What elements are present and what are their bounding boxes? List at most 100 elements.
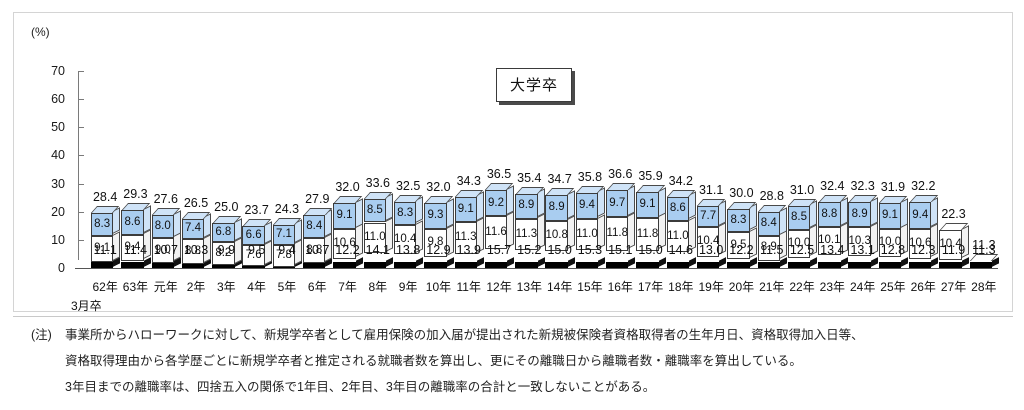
bar-segment-y2[interactable]: 8.8 (181, 239, 205, 265)
bar-group[interactable]: 10.0 8.5 (787, 13, 818, 313)
bar-segment-y1[interactable] (818, 262, 841, 268)
bar-group[interactable]: 10.1 8.8 (818, 13, 848, 313)
bar-group[interactable]: 8.8 7.4 (181, 13, 212, 313)
bar-segment-y1[interactable] (575, 262, 599, 268)
bar-segment-y1[interactable] (90, 262, 114, 268)
bar-segment-y3[interactable]: 7.7 (696, 205, 720, 228)
bar-segment-y1[interactable] (939, 262, 962, 268)
bar-group[interactable]: 9.5 8.3 (727, 13, 757, 313)
bar-segment-y1[interactable] (606, 262, 629, 268)
bar-group[interactable]: 11.8 9.7 (606, 13, 636, 313)
bar-group[interactable]: 8.9 8.4 (757, 13, 787, 313)
bar-segment-y2[interactable]: 7.6 (242, 245, 265, 267)
bar-group[interactable]: 7.8 7.1 (272, 13, 303, 313)
bar-segment-y3[interactable]: 8.5 (787, 205, 811, 230)
bar-segment-y3[interactable]: 9.1 (878, 203, 902, 229)
bar-segment-y1[interactable] (727, 262, 750, 268)
bar-group[interactable]: 11.3 9.1 (454, 13, 484, 313)
bar-segment-y1[interactable] (121, 262, 144, 268)
bar-segment-y1[interactable] (757, 262, 780, 268)
bar-segment-y2[interactable]: 10.4 (696, 227, 720, 257)
bar-segment-y1[interactable] (363, 262, 387, 268)
bar-segment-y2[interactable]: 8.9 (757, 235, 780, 261)
bar-segment-y2[interactable]: 9.4 (121, 234, 144, 262)
bar-segment-y3[interactable]: 8.4 (757, 212, 780, 236)
bar-segment-y3[interactable]: 9.7 (606, 190, 629, 218)
bar-segment-y2[interactable]: 10.1 (818, 227, 841, 256)
bar-segment-y3[interactable]: 9.3 (424, 203, 447, 230)
bar-segment-y1[interactable] (666, 262, 690, 268)
bar-segment-y1[interactable] (969, 262, 993, 268)
bar-segment-y3[interactable]: 8.0 (151, 215, 174, 238)
bar-group[interactable]: 11.0 8.5 (363, 13, 394, 313)
bar-segment-y3[interactable]: 9.1 (636, 192, 659, 218)
bar-segment-y2[interactable]: 10.8 (545, 220, 568, 251)
bar-segment-y2[interactable]: 9.1 (90, 236, 114, 262)
bar-segment-y3[interactable]: 8.6 (666, 196, 690, 222)
bar-segment-y2[interactable]: 10.0 (878, 228, 902, 258)
bar-segment-y2[interactable]: 8.8 (303, 238, 326, 264)
bar-segment-y3[interactable]: 9.2 (484, 190, 508, 217)
bar-group[interactable]: 10.3 8.9 (848, 13, 878, 313)
bar-segment-y1[interactable] (424, 262, 447, 268)
bar-segment-y2[interactable]: 9.8 (424, 229, 447, 257)
bar-segment-y2[interactable]: 10.4 (393, 225, 417, 255)
bar-segment-y3[interactable]: 6.6 (242, 226, 265, 245)
bar-group[interactable]: 9.1 8.3 (90, 13, 121, 313)
bar-segment-y2[interactable]: 10.4 (939, 230, 962, 260)
bar-segment-y2[interactable]: 9.0 (151, 237, 174, 264)
bar-segment-y2[interactable]: 11.6 (484, 216, 508, 249)
bar-group[interactable]: 11.6 9.2 (484, 13, 515, 313)
bar-segment-y3[interactable]: 8.3 (727, 208, 750, 233)
bar-group[interactable]: 9.4 8.6 (121, 13, 151, 313)
bar-segment-y1[interactable] (909, 262, 932, 268)
bar-segment-y2[interactable]: 8.2 (212, 242, 235, 266)
bar-group[interactable]: 9.0 8.0 (151, 13, 181, 313)
bar-segment-y1[interactable] (848, 262, 871, 268)
bar-segment-y2[interactable]: 9.5 (727, 232, 750, 259)
bar-group[interactable]: 7.6 6.6 (242, 13, 272, 313)
bar-segment-y3[interactable]: 9.4 (909, 202, 932, 229)
bar-segment-y1[interactable] (787, 262, 811, 268)
bar-segment-y2[interactable]: 11.3 (515, 218, 538, 251)
bar-segment-y3[interactable]: 8.3 (90, 212, 114, 237)
bar-segment-y1[interactable] (454, 262, 477, 268)
bar-segment-y2[interactable]: 10.6 (909, 228, 932, 259)
bar-segment-y2[interactable]: 11.3 (454, 222, 477, 255)
bar-segment-y3[interactable]: 8.3 (393, 201, 417, 226)
bar-segment-y2[interactable]: 10.0 (787, 229, 811, 258)
bar-segment-y1[interactable] (545, 262, 568, 268)
bar-segment-y3[interactable]: 8.8 (818, 202, 841, 227)
bar-segment-y3[interactable]: 9.1 (333, 203, 356, 229)
bar-group[interactable]: 10.4 8.3 (393, 13, 424, 313)
bar-group[interactable]: 10.4 7.7 (696, 13, 727, 313)
bar-group[interactable]: 11.0 9.4 (575, 13, 606, 313)
bar-group[interactable]: 10.8 8.9 (545, 13, 575, 313)
bar-group[interactable] (969, 13, 1000, 313)
bar-segment-y1[interactable] (393, 262, 417, 268)
bar-group[interactable]: 10.6 9.4 (909, 13, 939, 313)
bar-segment-y1[interactable] (515, 262, 538, 268)
bar-segment-y1[interactable] (333, 262, 356, 268)
bar-segment-y3[interactable]: 8.4 (303, 214, 326, 239)
bar-segment-y2[interactable]: 10.6 (333, 228, 356, 259)
bar-group[interactable]: 10.4 (939, 13, 969, 313)
bar-group[interactable]: 11.3 8.9 (515, 13, 545, 313)
bar-segment-y3[interactable]: 8.6 (121, 210, 144, 235)
bar-segment-y3[interactable]: 6.8 (212, 223, 235, 243)
bar-segment-y3[interactable]: 7.1 (272, 224, 296, 245)
bar-segment-y3[interactable]: 7.4 (181, 218, 205, 240)
bar-group[interactable]: 10.0 9.1 (878, 13, 909, 313)
bar-segment-y2[interactable]: 11.0 (363, 222, 387, 254)
bar-segment-y3[interactable]: 8.9 (515, 193, 538, 219)
bar-group[interactable]: 10.6 9.1 (333, 13, 363, 313)
bar-segment-y3[interactable]: 9.4 (575, 192, 599, 220)
bar-group[interactable]: 9.8 9.3 (424, 13, 454, 313)
bar-segment-y2[interactable]: 11.0 (666, 221, 690, 253)
bar-segment-y3[interactable]: 8.5 (363, 198, 387, 223)
bar-group[interactable]: 8.2 6.8 (212, 13, 242, 313)
bar-segment-y2[interactable]: 11.8 (606, 217, 629, 251)
bar-group[interactable]: 11.0 8.6 (666, 13, 697, 313)
bar-group[interactable]: 11.8 9.1 (636, 13, 666, 313)
bar-segment-y1[interactable] (636, 262, 659, 268)
